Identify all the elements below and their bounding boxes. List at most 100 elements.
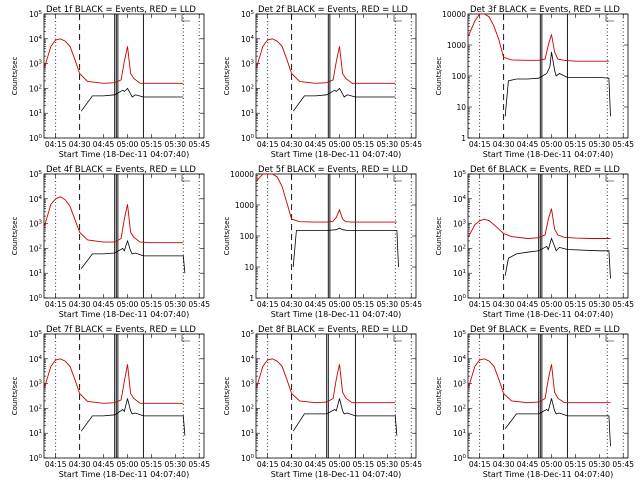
x-tick-label: 05:00: [541, 140, 563, 149]
y-tick-label: 103: [241, 380, 255, 389]
x-tick-label: 05:00: [329, 460, 351, 469]
x-tick-label: 05:00: [117, 460, 139, 469]
corner-bracket-mark: [181, 335, 190, 342]
lld-series-line: [468, 208, 611, 239]
events-series-line: [504, 237, 611, 279]
corner-bracket-mark: [393, 335, 402, 342]
x-tick-label: 05:30: [588, 460, 610, 469]
x-tick-label: 05:45: [400, 300, 422, 309]
y-tick-label: 102: [453, 404, 466, 413]
events-series-line: [292, 87, 396, 112]
x-tick-label: 05:45: [188, 460, 210, 469]
x-tick-label: 05:45: [612, 460, 634, 469]
events-series-line: [292, 398, 398, 436]
y-axis-label: Counts/sec: [223, 217, 231, 256]
y-axis-label: Counts/sec: [435, 377, 443, 416]
y-axis-label: Counts/sec: [11, 57, 19, 96]
x-tick-label: 05:30: [588, 140, 610, 149]
y-tick-label: 1: [461, 134, 466, 143]
y-tick-label: 101: [29, 109, 42, 118]
y-tick-label: 104: [241, 35, 255, 44]
chart-title: Det 4f BLACK = Events, RED = LLD: [46, 165, 196, 175]
x-tick-label: 05:15: [353, 300, 375, 309]
corner-bracket-mark: [181, 175, 190, 182]
x-tick-label: 04:30: [493, 140, 515, 149]
y-tick-label: 103: [29, 60, 43, 69]
x-tick-label: 04:30: [281, 460, 303, 469]
x-tick-label: 04:45: [517, 460, 539, 469]
corner-bracket-mark: [181, 15, 190, 22]
plot-frame: [255, 173, 417, 299]
x-tick-label: 05:15: [141, 460, 163, 469]
lld-series-line: [44, 358, 184, 404]
y-tick-label: 101: [453, 269, 466, 278]
x-axis-label: Start Time (18-Dec-11 04:07:40): [271, 310, 402, 319]
y-tick-label: 101: [29, 269, 42, 278]
y-tick-label: 103: [241, 60, 255, 69]
y-tick-label: 105: [453, 330, 467, 339]
y-tick-label: 1000: [447, 41, 466, 50]
x-tick-label: 04:15: [257, 300, 279, 309]
chart-title: Det 2f BLACK = Events, RED = LLD: [258, 5, 408, 15]
x-tick-label: 05:30: [376, 460, 398, 469]
x-tick-label: 04:30: [493, 460, 515, 469]
corner-bracket-mark: [605, 15, 614, 22]
x-tick-label: 05:15: [141, 300, 163, 309]
y-tick-label: 100: [240, 232, 255, 241]
y-tick-label: 100: [241, 134, 255, 143]
y-tick-label: 104: [453, 355, 467, 364]
y-tick-label: 100: [29, 134, 43, 143]
y-tick-label: 10000: [442, 10, 466, 19]
x-tick-label: 05:30: [164, 140, 186, 149]
x-tick-label: 04:30: [69, 140, 91, 149]
y-tick-label: 101: [29, 429, 42, 438]
events-series-line: [292, 227, 399, 268]
chart-panel-8: Det 8f BLACK = Events, RED = LLD 100 101 10…: [223, 325, 422, 479]
y-tick-label: 104: [453, 195, 467, 204]
y-axis-label: Counts/sec: [435, 217, 443, 256]
x-tick-label: 04:30: [493, 300, 515, 309]
events-series-line: [504, 51, 611, 117]
chart-panel-1: Det 1f BLACK = Events, RED = LLD 100 101 10…: [11, 5, 210, 159]
y-axis-label: Counts/sec: [223, 377, 231, 416]
x-tick-label: 05:45: [188, 300, 210, 309]
x-tick-label: 04:30: [281, 300, 303, 309]
x-tick-label: 04:15: [469, 460, 491, 469]
chart-title: Det 8f BLACK = Events, RED = LLD: [258, 325, 408, 335]
x-tick-label: 04:15: [469, 140, 491, 149]
x-tick-label: 05:45: [612, 140, 634, 149]
y-tick-label: 1: [249, 294, 254, 303]
corner-bracket-mark: [393, 175, 402, 182]
plot-frame: [43, 173, 205, 299]
lld-series-line: [468, 14, 609, 62]
x-tick-label: 04:45: [93, 460, 115, 469]
plot-frame: [467, 333, 629, 459]
y-tick-label: 102: [29, 244, 42, 253]
x-tick-label: 05:30: [164, 300, 186, 309]
y-tick-label: 105: [29, 330, 43, 339]
x-tick-label: 05:00: [117, 300, 139, 309]
chart-title: Det 6f BLACK = Events, RED = LLD: [470, 165, 620, 175]
y-tick-label: 100: [241, 454, 255, 463]
lld-series-line: [468, 358, 611, 404]
y-axis-label: Counts/sec: [11, 217, 19, 256]
x-tick-label: 04:15: [469, 300, 491, 309]
lld-series-line: [44, 38, 184, 84]
y-tick-label: 102: [241, 84, 254, 93]
events-series-line: [80, 87, 184, 112]
x-tick-label: 05:00: [329, 300, 351, 309]
x-tick-label: 05:15: [353, 140, 375, 149]
x-tick-label: 04:45: [93, 300, 115, 309]
y-tick-label: 103: [29, 220, 43, 229]
corner-bracket-mark: [605, 335, 614, 342]
chart-title: Det 9f BLACK = Events, RED = LLD: [470, 325, 620, 335]
y-tick-label: 10000: [230, 170, 254, 179]
plot-frame: [255, 333, 417, 459]
y-tick-label: 103: [453, 220, 467, 229]
x-tick-label: 04:45: [305, 460, 327, 469]
lld-series-line: [256, 38, 396, 84]
y-tick-label: 103: [453, 380, 467, 389]
chart-title: Det 1f BLACK = Events, RED = LLD: [46, 5, 196, 15]
chart-title: Det 5f BLACK = Events, RED = LLD: [258, 165, 408, 175]
